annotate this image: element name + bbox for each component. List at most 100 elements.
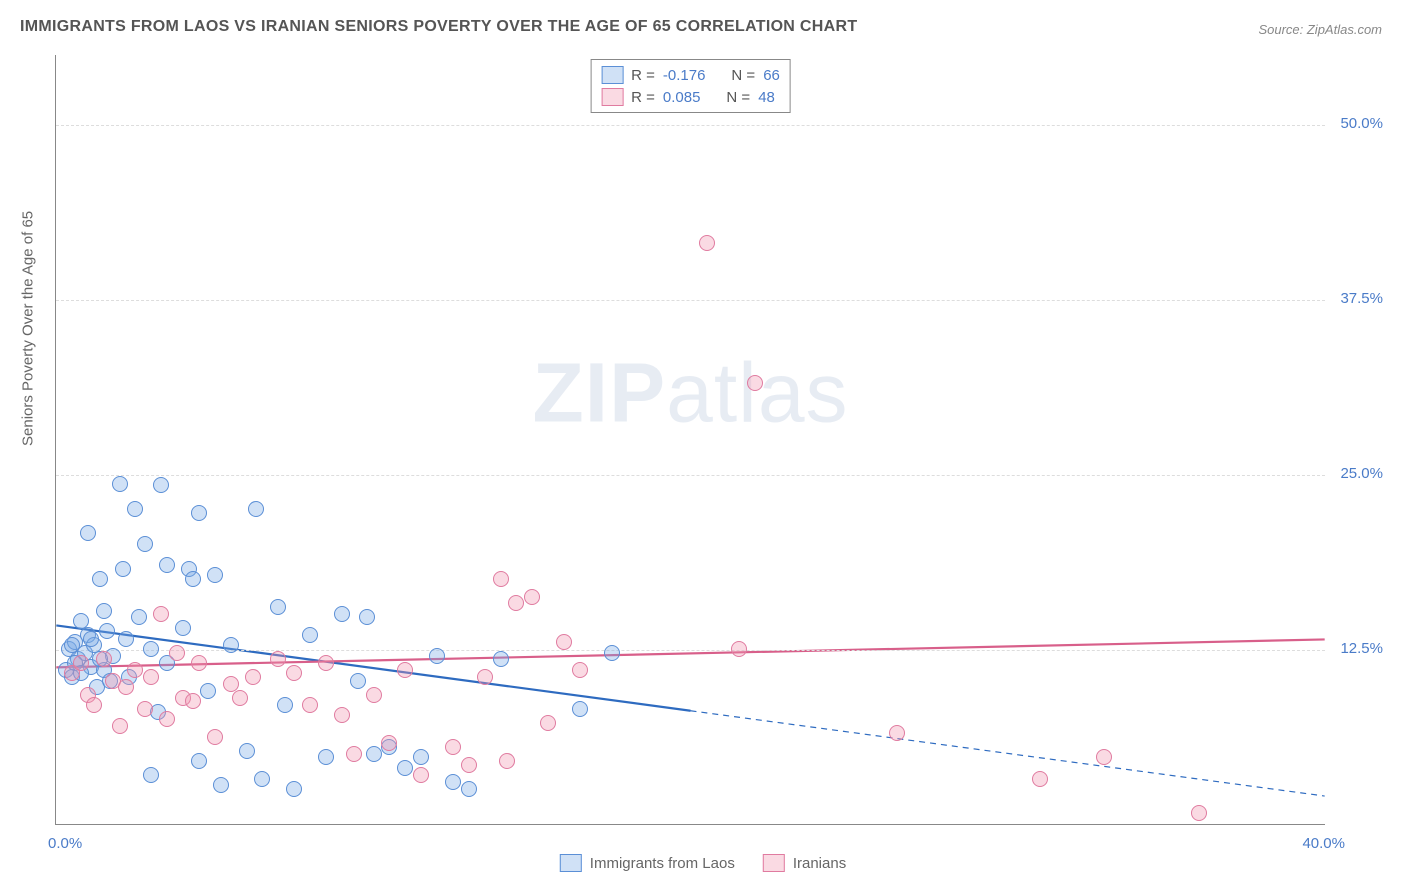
point-laos: [429, 648, 445, 664]
legend-swatch-iranians-icon: [763, 854, 785, 872]
legend-label-iranians: Iranians: [793, 855, 846, 872]
legend-swatch-laos: [601, 66, 623, 84]
watermark: ZIPatlas: [532, 345, 848, 442]
point-iranians: [137, 701, 153, 717]
point-laos: [397, 760, 413, 776]
point-iranians: [153, 606, 169, 622]
point-laos: [572, 701, 588, 717]
point-iranians: [346, 746, 362, 762]
point-iranians: [556, 634, 572, 650]
point-laos: [366, 746, 382, 762]
point-laos: [83, 631, 99, 647]
point-laos: [334, 606, 350, 622]
correlation-legend: R = -0.176 N = 66 R = 0.085 N = 48: [590, 59, 791, 113]
point-iranians: [270, 651, 286, 667]
point-iranians: [169, 645, 185, 661]
point-iranians: [1096, 749, 1112, 765]
point-laos: [239, 743, 255, 759]
point-iranians: [397, 662, 413, 678]
point-iranians: [143, 669, 159, 685]
point-laos: [118, 631, 134, 647]
point-laos: [185, 571, 201, 587]
point-laos: [286, 781, 302, 797]
point-laos: [175, 620, 191, 636]
point-iranians: [86, 697, 102, 713]
legend-swatch-laos-icon: [560, 854, 582, 872]
point-laos: [137, 536, 153, 552]
point-laos: [318, 749, 334, 765]
point-iranians: [191, 655, 207, 671]
y-tick-label: 12.5%: [1340, 640, 1383, 657]
point-laos: [223, 637, 239, 653]
point-iranians: [540, 715, 556, 731]
point-iranians: [118, 679, 134, 695]
point-laos: [200, 683, 216, 699]
legend-label-laos: Immigrants from Laos: [590, 855, 735, 872]
point-laos: [99, 623, 115, 639]
point-iranians: [245, 669, 261, 685]
point-iranians: [747, 375, 763, 391]
chart-title: IMMIGRANTS FROM LAOS VS IRANIAN SENIORS …: [20, 18, 857, 36]
grid-line: [56, 300, 1325, 301]
legend-n-value-iranians: 48: [758, 89, 775, 106]
point-laos: [153, 477, 169, 493]
point-laos: [127, 501, 143, 517]
point-laos: [248, 501, 264, 517]
point-iranians: [524, 589, 540, 605]
point-iranians: [381, 735, 397, 751]
point-laos: [270, 599, 286, 615]
watermark-atlas: atlas: [666, 346, 848, 440]
point-iranians: [207, 729, 223, 745]
point-iranians: [318, 655, 334, 671]
point-laos: [254, 771, 270, 787]
point-iranians: [159, 711, 175, 727]
legend-n-label: N =: [726, 89, 750, 106]
point-iranians: [1191, 805, 1207, 821]
point-iranians: [112, 718, 128, 734]
point-iranians: [127, 662, 143, 678]
point-iranians: [73, 655, 89, 671]
x-tick-label-min: 0.0%: [48, 835, 82, 852]
legend-row-iranians: R = 0.085 N = 48: [601, 86, 780, 108]
point-iranians: [699, 235, 715, 251]
point-iranians: [366, 687, 382, 703]
point-laos: [64, 637, 80, 653]
point-iranians: [96, 651, 112, 667]
point-iranians: [499, 753, 515, 769]
point-iranians: [1032, 771, 1048, 787]
legend-n-value-laos: 66: [763, 67, 780, 84]
y-axis-label: Seniors Poverty Over the Age of 65: [20, 211, 37, 446]
watermark-zip: ZIP: [532, 346, 666, 440]
point-laos: [191, 753, 207, 769]
point-iranians: [477, 669, 493, 685]
legend-r-label: R =: [631, 67, 655, 84]
grid-line: [56, 475, 1325, 476]
y-tick-label: 25.0%: [1340, 465, 1383, 482]
point-iranians: [493, 571, 509, 587]
scatter-plot-area: ZIPatlas R = -0.176 N = 66 R = 0.085 N =…: [55, 55, 1325, 825]
y-tick-label: 50.0%: [1340, 115, 1383, 132]
legend-r-value-laos: -0.176: [663, 67, 706, 84]
point-iranians: [413, 767, 429, 783]
point-iranians: [334, 707, 350, 723]
trend-lines-svg: [56, 55, 1325, 824]
series-legend: Immigrants from Laos Iranians: [560, 854, 846, 872]
point-laos: [207, 567, 223, 583]
legend-swatch-iranians: [601, 88, 623, 106]
legend-item-iranians: Iranians: [763, 854, 846, 872]
y-tick-label: 37.5%: [1340, 290, 1383, 307]
point-iranians: [185, 693, 201, 709]
point-iranians: [286, 665, 302, 681]
legend-row-laos: R = -0.176 N = 66: [601, 64, 780, 86]
grid-line: [56, 125, 1325, 126]
point-laos: [143, 767, 159, 783]
point-laos: [302, 627, 318, 643]
point-laos: [92, 571, 108, 587]
point-laos: [445, 774, 461, 790]
point-iranians: [445, 739, 461, 755]
point-laos: [359, 609, 375, 625]
point-iranians: [572, 662, 588, 678]
point-laos: [493, 651, 509, 667]
source-attribution: Source: ZipAtlas.com: [1258, 22, 1382, 37]
legend-item-laos: Immigrants from Laos: [560, 854, 735, 872]
